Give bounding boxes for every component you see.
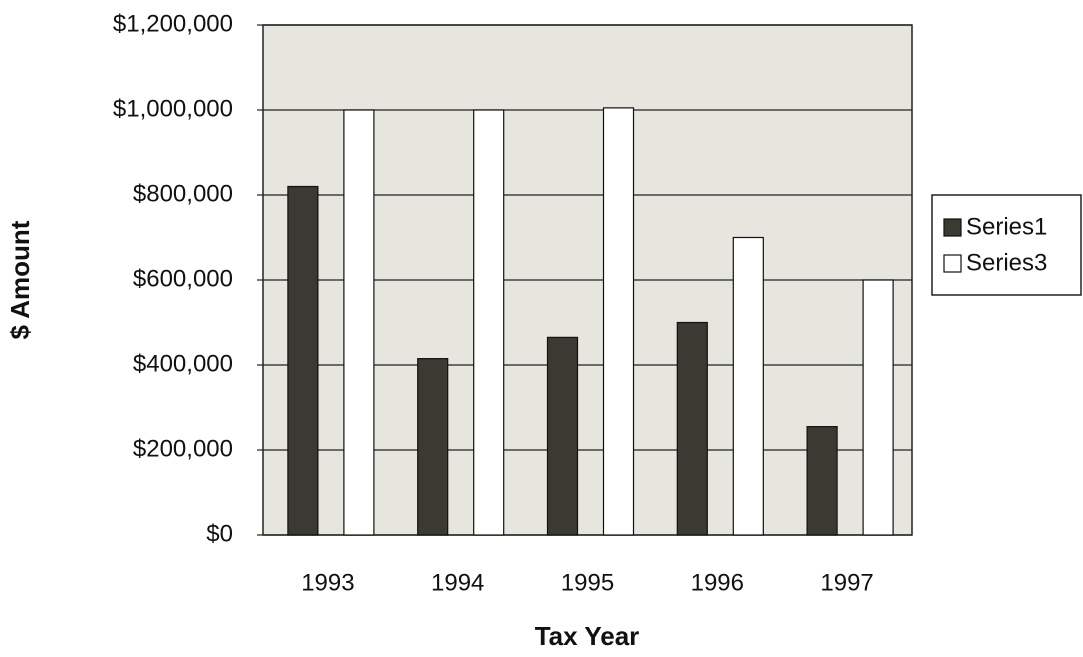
y-tick-label: $0 bbox=[206, 520, 233, 547]
legend bbox=[931, 194, 1082, 296]
x-tick-label: 1995 bbox=[561, 569, 614, 596]
y-axis-title: $ Amount bbox=[5, 220, 35, 339]
bar bbox=[287, 185, 319, 536]
x-tick-label: 1994 bbox=[431, 569, 484, 596]
bar bbox=[676, 321, 708, 536]
x-axis-title: Tax Year bbox=[535, 621, 640, 651]
bar bbox=[343, 109, 375, 536]
bar bbox=[806, 426, 838, 536]
legend-swatch bbox=[943, 254, 962, 273]
y-tick-label: $800,000 bbox=[133, 180, 233, 207]
bar bbox=[417, 358, 449, 536]
legend-swatch bbox=[943, 218, 962, 237]
bar bbox=[862, 279, 894, 536]
bar bbox=[602, 107, 635, 536]
bar bbox=[732, 236, 764, 536]
x-tick-label: 1993 bbox=[301, 569, 354, 596]
y-tick-label: $400,000 bbox=[133, 350, 233, 377]
y-tick-label: $600,000 bbox=[133, 265, 233, 292]
y-tick-label: $200,000 bbox=[133, 435, 233, 462]
y-tick-label: $1,000,000 bbox=[113, 95, 233, 122]
bar bbox=[473, 109, 505, 536]
legend-label: Series3 bbox=[966, 249, 1047, 276]
y-tick-label: $1,200,000 bbox=[113, 10, 233, 37]
x-tick-label: 1997 bbox=[820, 569, 873, 596]
legend-label: Series1 bbox=[966, 213, 1047, 240]
x-tick-label: 1996 bbox=[691, 569, 744, 596]
bar bbox=[546, 336, 579, 536]
